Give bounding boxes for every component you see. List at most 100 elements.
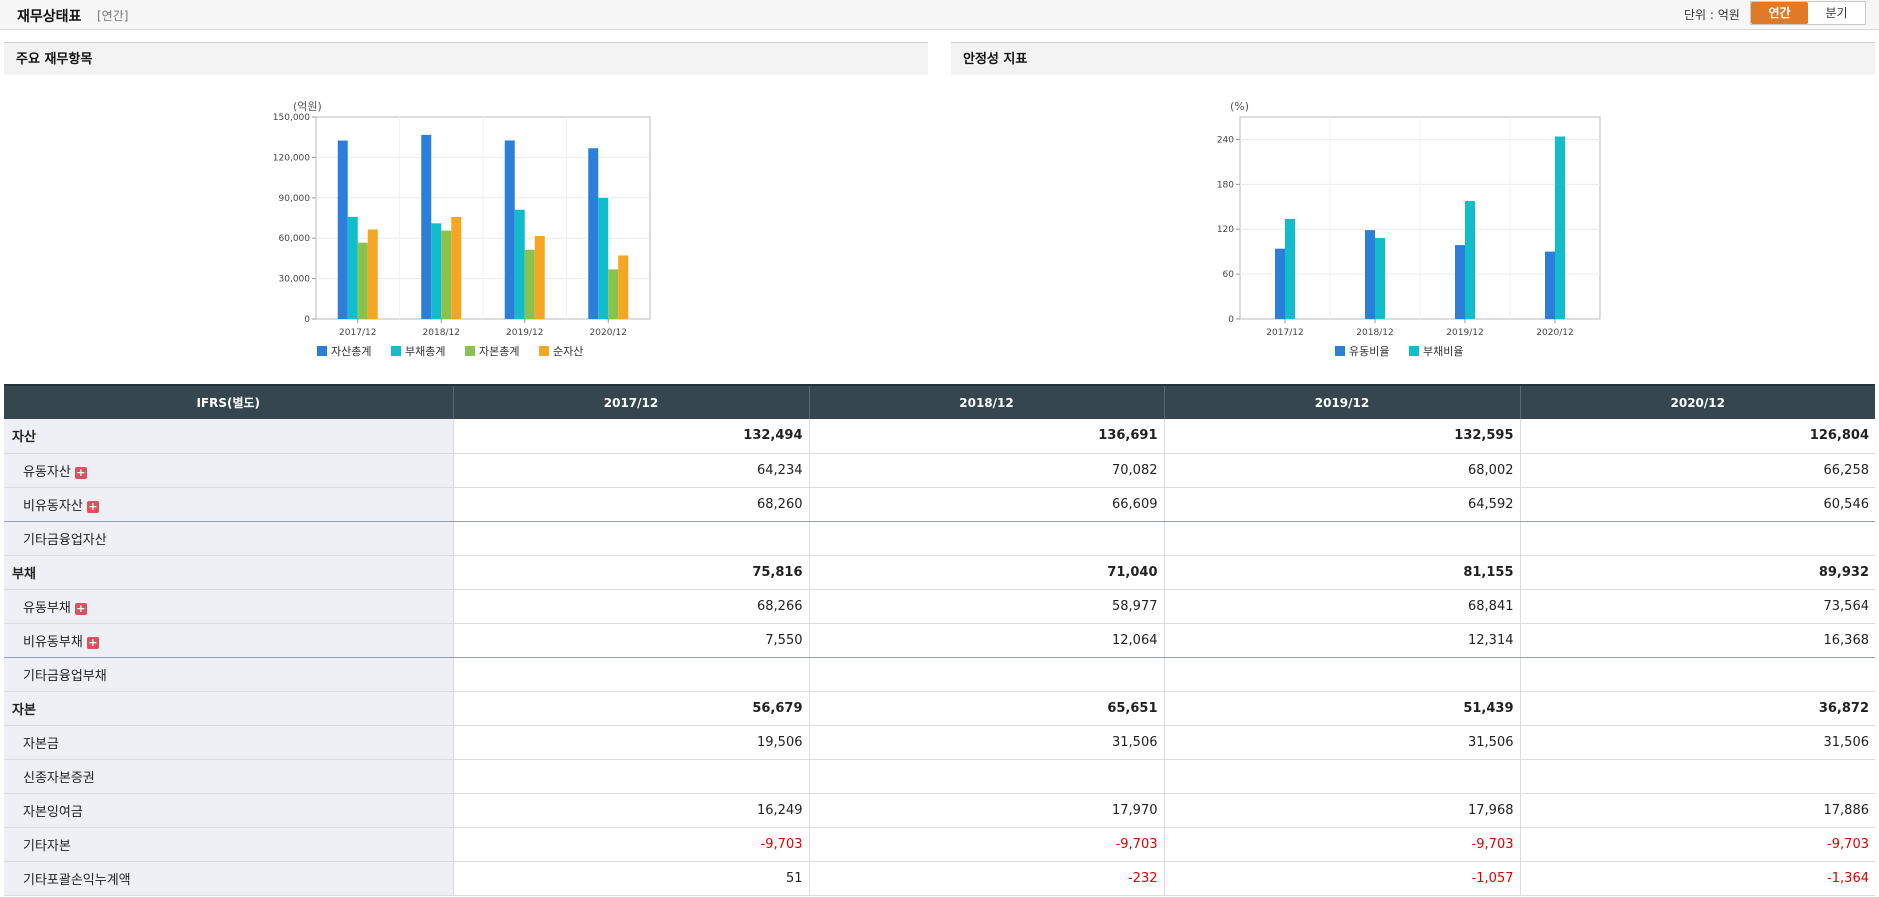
table-cell: 75,816 [452,555,809,590]
table-cell: -9,703 [452,827,809,862]
table-cell: 126,804 [1519,419,1875,454]
table-cell: 17,970 [808,793,1164,828]
bar-2-1 [1465,200,1475,319]
table-cell: -9,703 [1163,827,1520,862]
table-cell [452,657,809,692]
row-label: 부채 [4,555,453,590]
table-cell: 136,691 [808,419,1164,454]
table-row: 기타포괄손익누계액 51 -232 -1,057 -1,364 [4,861,1875,896]
table-cell: 81,155 [1163,555,1520,590]
table-cell [1519,521,1875,556]
table-cell [808,521,1164,556]
table-cell: 68,260 [452,487,809,522]
bar-2-0 [504,140,515,319]
period-tag: [연간] [97,9,129,23]
legend-swatch [465,346,475,356]
row-label: 자본금 [4,725,453,760]
table-cell: -9,703 [1519,827,1875,862]
bar-1-0 [1365,230,1375,319]
bar-1-2 [441,230,452,319]
row-label-text: 기타금융업부채 [23,668,107,684]
table-cell: -1,057 [1163,861,1520,896]
table-cell: 68,266 [452,589,809,624]
chart-unit-label: (억원) [293,100,322,113]
row-label: 기타포괄손익누계액 [4,861,453,896]
row-label: 비유동부채 + [4,623,453,658]
expand-icon[interactable]: + [74,601,87,615]
table-cell: 51 [452,861,809,896]
table-cell [808,759,1164,794]
bar-3-0 [588,148,599,319]
expand-icon[interactable]: + [74,465,87,479]
table-cell: 31,506 [808,725,1164,760]
table-cell: 16,368 [1519,623,1875,658]
y-tick-label: 60,000 [279,234,311,244]
row-label-text: 기타포괄손익누계액 [23,872,131,888]
row-label: 기타금융업부채 [4,657,453,692]
table-cell [452,759,809,794]
bar-3-2 [608,269,619,319]
y-tick-label: 120,000 [273,153,310,163]
column-header: 2017/12 [452,384,809,419]
page-title: 재무상태표 [17,9,82,25]
bar-1-1 [431,223,442,319]
row-label-text: 비유동자산 [23,498,83,514]
table-cell: 70,082 [808,453,1164,488]
table-cell [1519,759,1875,794]
y-tick-label: 90,000 [279,194,311,204]
panel-title: 안정성 지표 [951,42,1875,75]
bar-2-0 [1455,245,1465,319]
table-cell: 71,040 [808,555,1164,590]
legend-label: 유동비율 [1349,345,1389,358]
table-cell: 132,595 [1163,419,1520,454]
table-cell: 7,550 [452,623,809,658]
row-label-text: 기타자본 [23,838,71,854]
bar-3-1 [598,197,609,319]
legend-swatch [391,346,401,356]
bar-2-3 [534,236,545,319]
bar-1-1 [1375,238,1385,319]
y-tick-label: 0 [1228,315,1234,325]
row-label: 비유동자산 + [4,487,453,522]
expand-icon[interactable]: + [86,635,99,649]
row-label: 자본 [4,691,453,726]
table-header-row: IFRS(별도) 2017/12 2018/12 2019/12 2020/12 [4,384,1875,419]
expand-icon[interactable]: + [86,499,99,513]
table-cell: 73,564 [1519,589,1875,624]
table-cell: 12,064 [808,623,1164,658]
row-label-text: 부채 [12,566,36,582]
row-label-text: 유동부채 [23,600,71,616]
row-label: 유동자산 + [4,453,453,488]
legend-label: 부채총계 [405,345,445,358]
row-label: 신종자본증권 [4,759,453,794]
column-header: 2018/12 [808,384,1164,419]
table-cell: 36,872 [1519,691,1875,726]
x-tick-label: 2020/12 [1536,328,1573,338]
table-row: 자본잉여금 16,249 17,970 17,968 17,886 [4,793,1875,828]
column-header: 2019/12 [1163,384,1520,419]
table-cell: 66,609 [808,487,1164,522]
bar-0-1 [347,216,358,319]
table-cell: 64,234 [452,453,809,488]
table-cell: 66,258 [1519,453,1875,488]
column-header: 2020/12 [1519,384,1875,419]
stability-panel: 안정성 지표 (%) 0 60 120 180 240 2017/12 2018/12 2019… [951,42,1875,382]
table-row: 유동자산 +64,234 70,082 68,002 66,258 [4,453,1875,488]
y-tick-label: 30,000 [279,275,311,285]
y-tick-label: 120 [1217,225,1234,235]
bar-0-0 [337,140,348,319]
table-row: 비유동자산 +68,260 66,609 64,592 60,546 [4,487,1875,522]
table-cell: -1,364 [1519,861,1875,896]
table-row: 자산 132,494 136,691 132,595 126,804 [4,419,1875,454]
row-label: 자산 [4,419,453,454]
row-label-text: 기타금융업자산 [23,532,107,548]
y-tick-label: 150,000 [273,113,310,123]
table-cell [1163,521,1520,556]
bar-1-3 [451,216,462,319]
annual-toggle-button[interactable]: 연간 [1751,2,1808,24]
quarterly-toggle-button[interactable]: 분기 [1825,6,1848,20]
table-cell: 19,506 [452,725,809,760]
table-cell [1163,657,1520,692]
bar-0-3 [367,229,378,319]
table-row: 기타금융업부채 [4,657,1875,692]
